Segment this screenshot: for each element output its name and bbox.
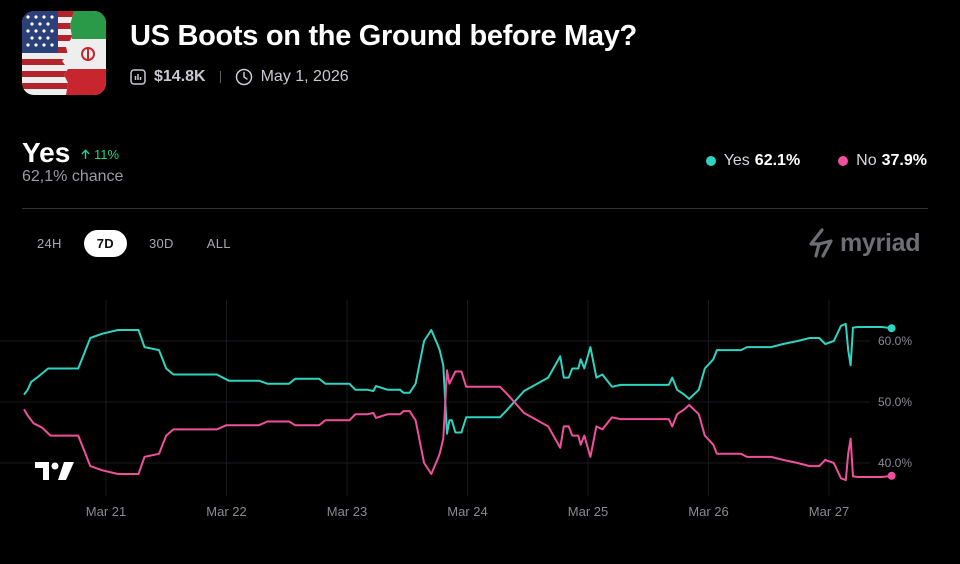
market-end-date: May 1, 2026 <box>260 68 349 85</box>
tab-24h[interactable]: 24H <box>37 236 62 251</box>
tab-all[interactable]: ALL <box>206 236 231 251</box>
y-tick-label: 50.0% <box>878 395 912 409</box>
brand-logo: myriad <box>808 228 920 258</box>
us-iran-flags-icon <box>22 11 106 95</box>
legend-yes: Yes 62.1% <box>705 152 801 170</box>
y-axis-labels: 40.0% 50.0% 60.0% <box>878 334 912 470</box>
change-value: 11% <box>94 147 120 162</box>
x-tick-label: Mar 24 <box>447 504 487 519</box>
legend-no-label: No <box>856 152 877 169</box>
market-title: US Boots on the Ground before May? <box>130 20 637 52</box>
tab-30d[interactable]: 30D <box>148 236 174 251</box>
legend-yes-dot <box>705 156 716 166</box>
y-tick-label: 60.0% <box>878 334 912 348</box>
x-tick-label: Mar 25 <box>568 504 608 519</box>
series-line-yes <box>23 322 892 435</box>
tab-7d[interactable]: 7D <box>83 230 127 257</box>
x-tick-label: Mar 22 <box>206 504 246 519</box>
legend-no-value: 37.9% <box>881 152 927 169</box>
legend-yes-value: 62.1% <box>754 152 801 169</box>
change-indicator: 11% <box>80 147 119 162</box>
x-tick-label: Mar 21 <box>86 504 126 519</box>
section-divider <box>22 208 928 209</box>
myriad-bolt-icon <box>809 228 833 258</box>
arrow-up-icon <box>81 149 90 159</box>
x-tick-label: Mar 26 <box>688 504 728 519</box>
chart-legend: Yes 62.1% No 37.9% <box>705 152 927 170</box>
series-endpoint-no <box>887 471 896 480</box>
leading-outcome: Yes <box>22 137 71 168</box>
legend-yes-label: Yes <box>723 152 750 169</box>
x-axis-labels: Mar 21 Mar 22 Mar 23 Mar 24 Mar 25 Mar 26 Mar … <box>86 504 849 519</box>
clock-icon <box>235 68 253 86</box>
meta-divider <box>219 71 221 83</box>
market-volume: $14.8K <box>154 68 206 85</box>
market-thumbnail <box>22 11 106 95</box>
tradingview-logo[interactable] <box>34 460 76 487</box>
volume-chart-icon <box>130 69 146 85</box>
legend-no: No 37.9% <box>838 152 927 170</box>
y-tick-label: 40.0% <box>878 456 912 470</box>
market-meta: $14.8K May 1, 2026 <box>130 66 349 88</box>
x-tick-label: Mar 27 <box>809 504 849 519</box>
time-range-tabs: 24H 7D 30D ALL <box>26 230 253 257</box>
x-tick-label: Mar 23 <box>327 504 367 519</box>
price-chart[interactable]: 40.0% 50.0% 60.0% Mar 21 Mar 22 Mar 23 Mar 24… <box>0 300 960 540</box>
tradingview-icon <box>35 462 74 480</box>
chance-text: 62,1% chance <box>22 168 124 185</box>
legend-no-dot <box>838 156 849 166</box>
series-line-no <box>23 369 892 482</box>
brand-name: myriad <box>840 228 921 257</box>
series-endpoint-yes <box>887 324 896 333</box>
chart-series <box>23 322 896 482</box>
